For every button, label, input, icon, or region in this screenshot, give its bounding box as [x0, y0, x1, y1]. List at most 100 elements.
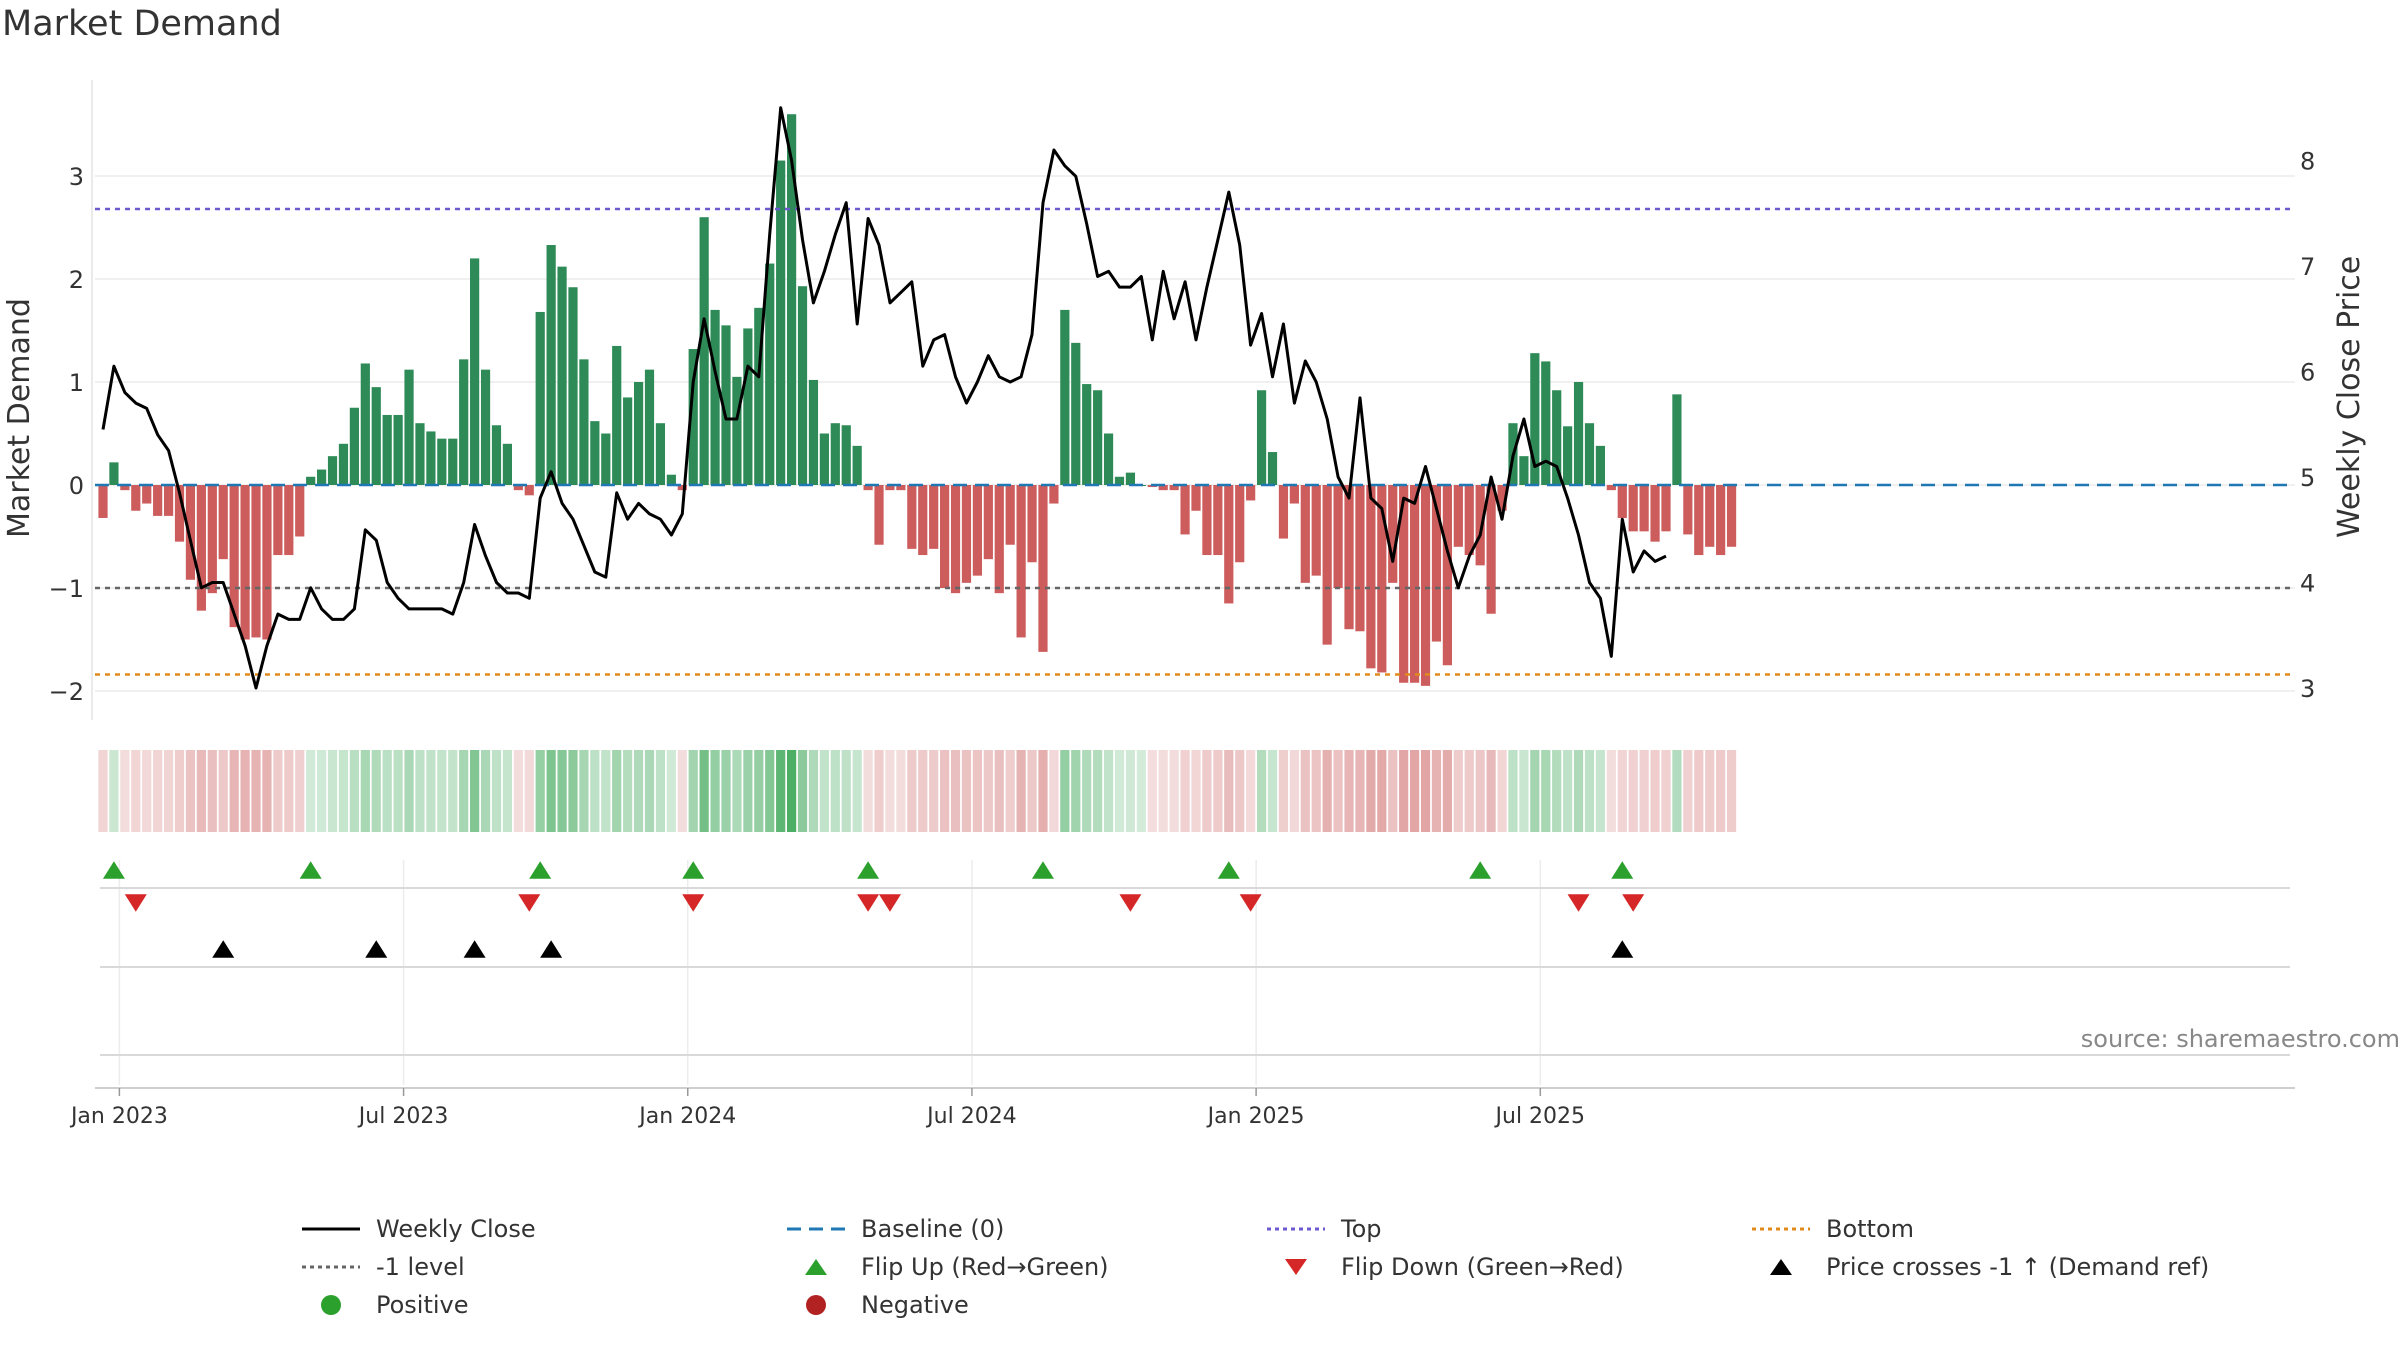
- heat-cell: [360, 750, 370, 832]
- heat-cell: [1289, 750, 1299, 832]
- demand-bar-negative: [153, 485, 163, 516]
- demand-bar-negative: [196, 485, 206, 611]
- demand-bar-positive: [306, 476, 316, 485]
- demand-bar-positive: [1093, 390, 1103, 485]
- heat-cell: [142, 750, 152, 832]
- heat-cell: [306, 750, 316, 832]
- heat-cell: [1377, 750, 1387, 832]
- heat-cell: [185, 750, 196, 832]
- legend-label: -1 level: [376, 1253, 465, 1281]
- flip-down-marker: [518, 894, 541, 912]
- heat-cell: [612, 750, 622, 832]
- flip-up-marker: [1611, 861, 1634, 879]
- legend-label: Flip Up (Red→Green): [861, 1253, 1109, 1281]
- demand-bar-positive: [1082, 384, 1092, 485]
- y-left-tick-label: 1: [69, 369, 84, 397]
- demand-bar-negative: [163, 485, 174, 516]
- demand-bar-negative: [1399, 485, 1409, 683]
- y-right-tick-label: 8: [2300, 148, 2315, 176]
- x-tick-label: Jan 2023: [69, 1104, 168, 1129]
- heat-cell: [896, 750, 906, 832]
- heat-cell: [470, 750, 480, 832]
- y-left-tick-label: −1: [49, 575, 84, 603]
- heat-cell: [1552, 750, 1562, 832]
- heat-cell: [721, 750, 731, 832]
- price-cross-marker: [463, 940, 486, 958]
- heat-cell: [1256, 750, 1267, 832]
- price-cross-marker: [1611, 940, 1634, 958]
- heat-cell: [1453, 750, 1463, 832]
- demand-bar-negative: [1213, 485, 1223, 556]
- heat-cell: [1082, 750, 1092, 832]
- heat-cell: [1060, 750, 1070, 832]
- demand-bar-positive: [480, 369, 491, 485]
- price-cross-marker: [212, 940, 235, 958]
- demand-bar-positive: [349, 407, 359, 485]
- legend-symbol-icon: [787, 1227, 845, 1231]
- demand-bar-negative: [1705, 485, 1715, 547]
- demand-bar-positive: [1595, 445, 1606, 485]
- demand-bar-negative: [1726, 485, 1737, 547]
- y-right-tick-label: 5: [2300, 464, 2315, 492]
- heat-cell: [131, 750, 141, 832]
- heat-cell: [98, 750, 108, 832]
- heat-cell: [710, 750, 720, 832]
- y-left-tick-label: −2: [49, 678, 84, 706]
- heat-cell: [393, 750, 403, 832]
- flip-down-marker: [1239, 894, 1262, 912]
- flip-up-marker: [102, 861, 125, 879]
- demand-bar-negative: [229, 485, 239, 628]
- legend-symbol-icon: [806, 1295, 826, 1315]
- heat-cell: [480, 750, 491, 832]
- flip-up-marker: [857, 861, 880, 879]
- heat-cell: [1388, 750, 1398, 832]
- demand-bar-positive: [1114, 476, 1125, 485]
- legend-label: Negative: [861, 1291, 969, 1319]
- demand-bar-positive: [338, 443, 349, 485]
- heat-strip: [98, 750, 1737, 832]
- heat-cell: [972, 750, 982, 832]
- heat-cell: [688, 750, 698, 832]
- demand-bar-positive: [1563, 426, 1573, 485]
- flip-up-marker: [529, 861, 552, 879]
- heat-cell: [1486, 750, 1496, 832]
- demand-bar-negative: [1650, 485, 1660, 542]
- heat-cell: [459, 750, 469, 832]
- source-credit: source: sharemaestro.com: [2080, 1025, 2400, 1053]
- y-right-tick-label: 3: [2300, 675, 2315, 703]
- demand-bar-negative: [251, 485, 261, 638]
- heat-cell: [863, 750, 873, 832]
- y-left-tick-label: 3: [69, 163, 84, 191]
- heat-cell: [885, 750, 895, 832]
- heat-cell: [1726, 750, 1737, 832]
- flip-down-marker: [857, 894, 880, 912]
- legend-label: Price crosses -1 ↑ (Demand ref): [1826, 1253, 2210, 1281]
- heat-cell: [1114, 750, 1125, 832]
- demand-bar-positive: [754, 307, 764, 485]
- demand-bar-negative: [983, 485, 993, 560]
- demand-bar-positive: [688, 349, 698, 485]
- heat-cell: [120, 750, 130, 832]
- heat-cell: [1005, 750, 1015, 832]
- x-tick-label: Jul 2023: [357, 1104, 449, 1129]
- demand-bar-positive: [109, 462, 119, 485]
- demand-bar-negative: [218, 485, 228, 560]
- heat-cell: [1464, 750, 1474, 832]
- heat-cell: [524, 750, 534, 832]
- demand-bar-positive: [1552, 390, 1562, 485]
- demand-bar-negative: [1486, 485, 1496, 614]
- demand-bar-positive: [459, 359, 469, 485]
- demand-bar-negative: [972, 485, 982, 576]
- legend-label: Top: [1341, 1215, 1382, 1243]
- demand-bar-negative: [940, 485, 950, 588]
- heat-cell: [797, 750, 808, 832]
- demand-bar-negative: [677, 485, 687, 491]
- demand-bar-negative: [1464, 485, 1474, 556]
- flip-up-marker: [1469, 861, 1492, 879]
- heat-cell: [1300, 750, 1310, 832]
- demand-bar-negative: [1410, 485, 1420, 683]
- heat-cell: [568, 750, 578, 832]
- heat-cell: [502, 750, 513, 832]
- demand-bar-negative: [1388, 485, 1398, 583]
- heat-cell: [1563, 750, 1573, 832]
